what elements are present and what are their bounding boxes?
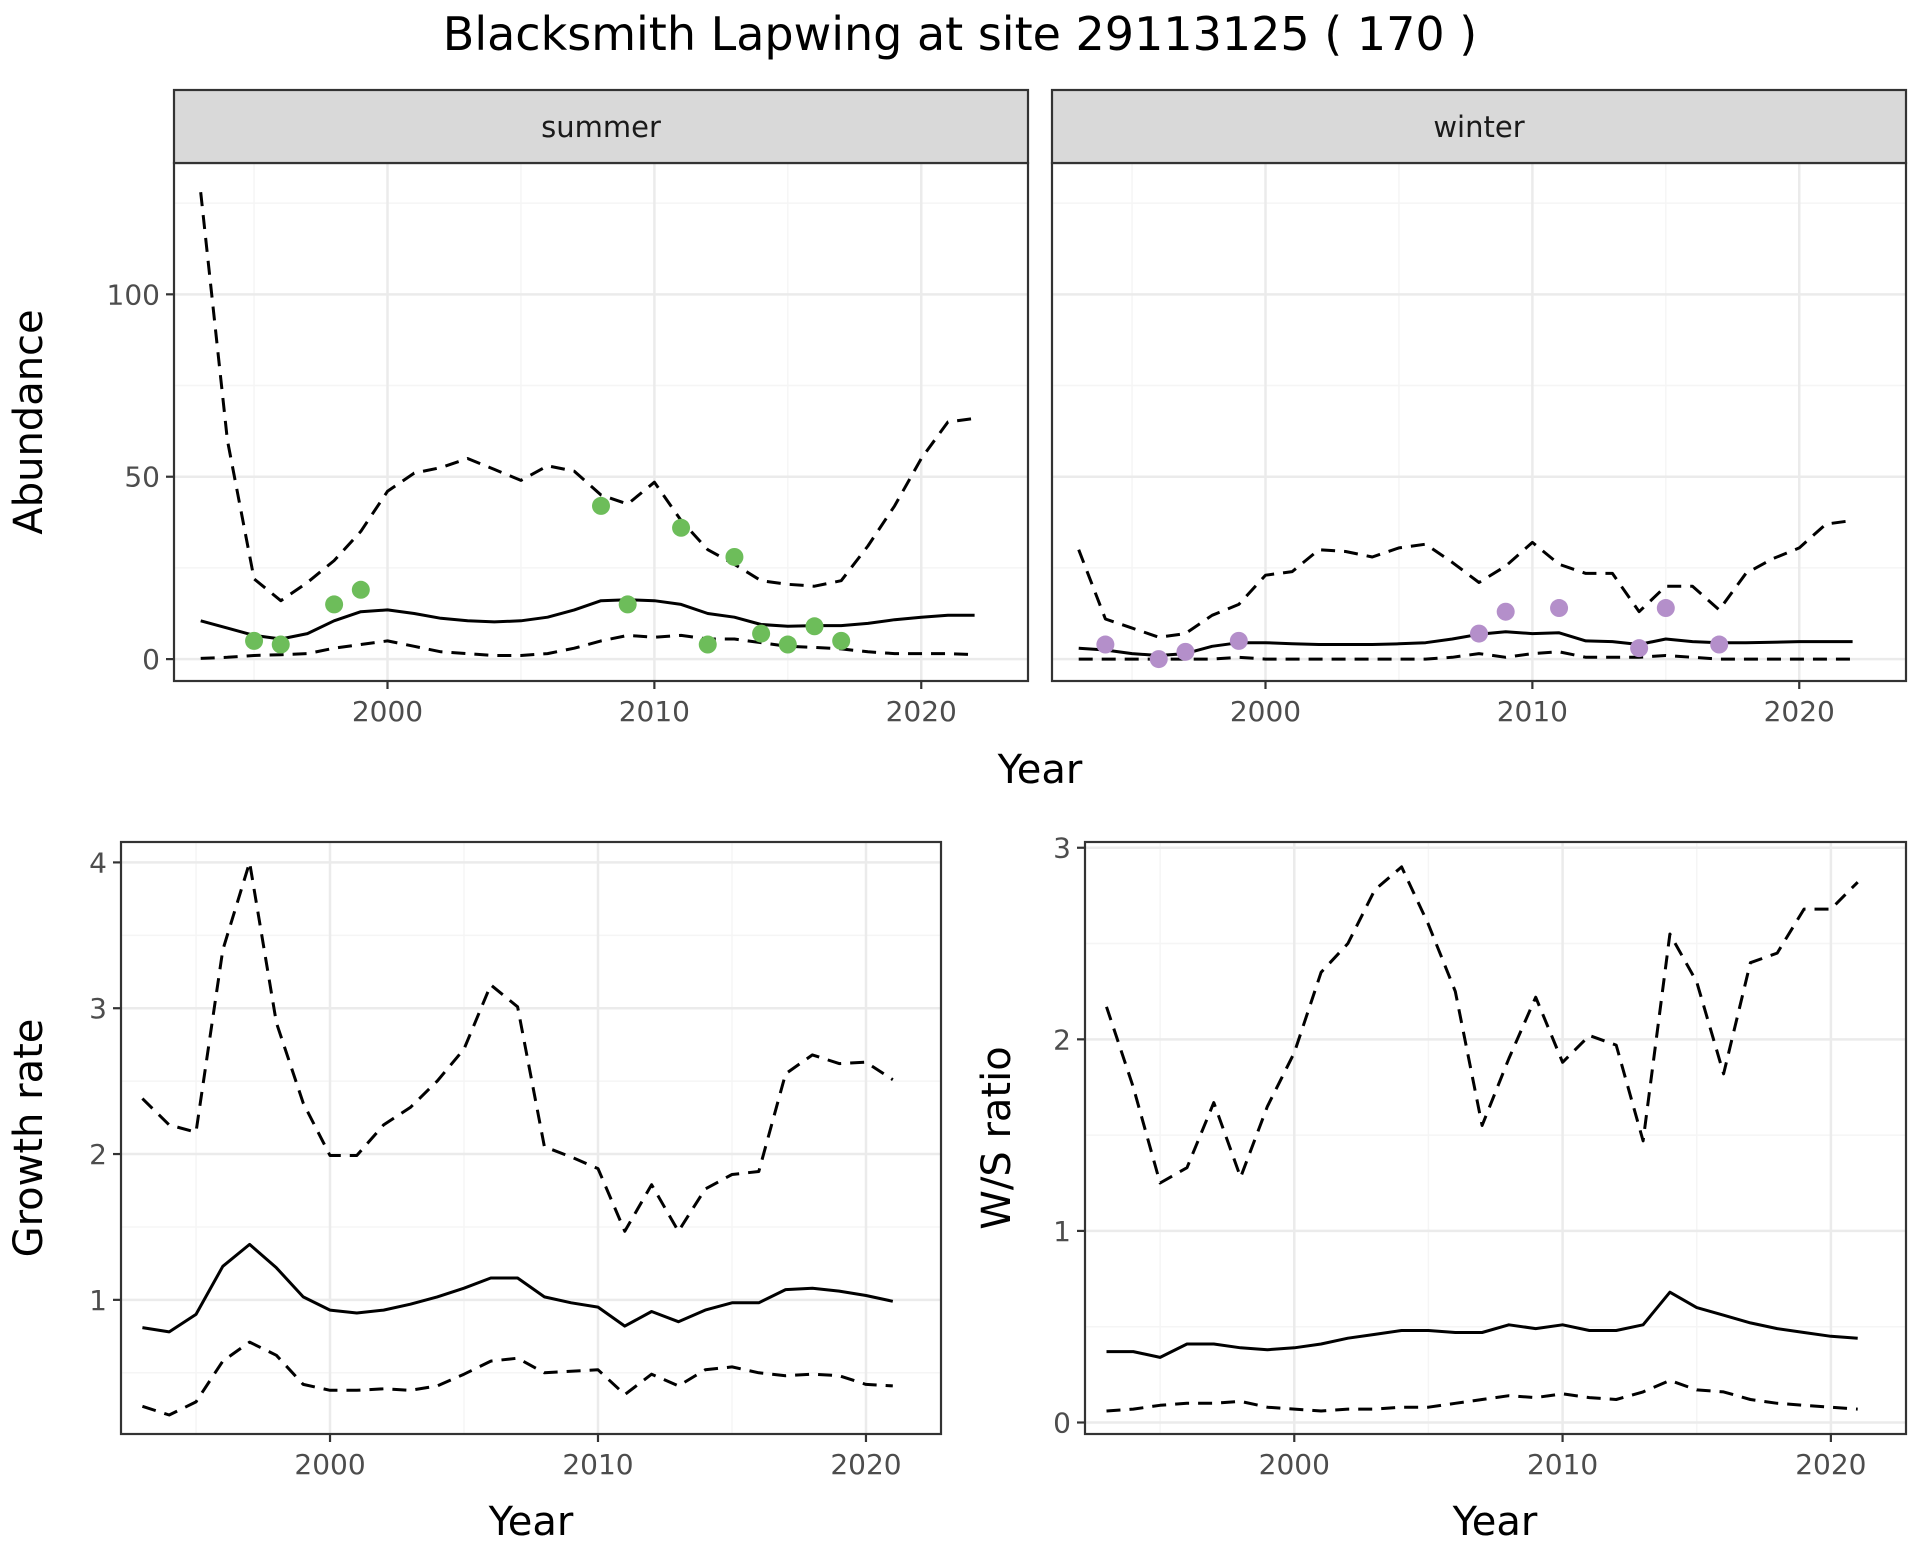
growth-y-tick-label: 1 bbox=[89, 1284, 107, 1317]
abundance-x-axis-title: Year bbox=[997, 747, 1083, 793]
abundance-winter-strip bbox=[1050, 88, 1908, 165]
abundance-summer-panel: summer 2000 2010 2020 0 50 100 bbox=[107, 88, 1030, 728]
abundance-winter-x-tick-label: 2000 bbox=[1230, 695, 1301, 728]
abundance-winter-x-tick-label: 2020 bbox=[1764, 695, 1835, 728]
figure-title: Blacksmith Lapwing at site 29113125 ( 17… bbox=[443, 7, 1477, 61]
abundance-winter-observed-point bbox=[1656, 599, 1675, 618]
ws-ratio-upper-bound-line bbox=[1105, 865, 1859, 1185]
abundance-summer-observed-point bbox=[592, 496, 610, 515]
abundance-summer-observed-point bbox=[752, 624, 771, 643]
abundance-summer-upper-bound-line bbox=[199, 192, 975, 603]
growth-y-tick-label: 4 bbox=[89, 846, 107, 879]
growth-panel: 2000 2010 2020 1 2 3 4 bbox=[89, 840, 943, 1481]
abundance-winter-x-tick-label: 2010 bbox=[1497, 695, 1568, 728]
abundance-summer-y-tick-label: 50 bbox=[124, 461, 160, 494]
growth-x-tick-label: 2020 bbox=[830, 1448, 901, 1481]
ws-ratio-panel-border bbox=[1083, 840, 1908, 1436]
abundance-summer-observed-point bbox=[672, 518, 691, 537]
abundance-winter-plot-background bbox=[1052, 163, 1906, 681]
abundance-summer-observed-point bbox=[325, 595, 344, 614]
abundance-summer-observed-point bbox=[271, 635, 290, 654]
abundance-summer-observed-point bbox=[725, 547, 744, 566]
abundance-summer-y-tick-label: 0 bbox=[142, 643, 160, 676]
abundance-summer-observed-point bbox=[832, 631, 851, 650]
abundance-summer-observed-point bbox=[805, 617, 824, 636]
growth-x-tick-label: 2010 bbox=[562, 1448, 633, 1481]
abundance-y-axis-title: Abundance bbox=[6, 309, 52, 534]
ws-ratio-lower-bound-line bbox=[1106, 1378, 1858, 1413]
abundance-summer-x-tick-label: 2010 bbox=[619, 695, 690, 728]
growth-panel-border bbox=[119, 840, 943, 1436]
growth-y-tick-label: 3 bbox=[89, 992, 107, 1025]
abundance-winter-strip-label: winter bbox=[1433, 110, 1524, 144]
abundance-summer-observed-point bbox=[245, 631, 264, 650]
ws-ratio-plot-background bbox=[1085, 842, 1906, 1434]
abundance-winter-panel: winter 2000 2010 2020 bbox=[1050, 88, 1908, 728]
abundance-summer-strip-label: summer bbox=[541, 110, 661, 144]
abundance-summer-x-tick-label: 2020 bbox=[886, 695, 957, 728]
abundance-winter-upper-bound-line bbox=[1077, 519, 1853, 639]
abundance-summer-y-tick-label: 100 bbox=[107, 278, 160, 311]
abundance-summer-observed-point bbox=[778, 635, 797, 654]
abundance-winter-observed-point bbox=[1496, 602, 1515, 621]
abundance-summer-x-tick-label: 2000 bbox=[352, 695, 423, 728]
growth-upper-bound-line bbox=[141, 860, 894, 1233]
growth-plot-background bbox=[121, 842, 941, 1434]
ws-ratio-mean-line bbox=[1106, 1290, 1858, 1359]
growth-mean-line bbox=[142, 1242, 894, 1334]
growth-y-axis-title: Growth rate bbox=[6, 1019, 52, 1258]
abundance-summer-strip bbox=[172, 88, 1030, 165]
growth-x-tick-label: 2000 bbox=[294, 1448, 365, 1481]
ws-ratio-y-tick-label: 1 bbox=[1053, 1215, 1071, 1248]
growth-y-tick-label: 2 bbox=[89, 1138, 107, 1171]
growth-x-axis-title: Year bbox=[488, 1499, 574, 1545]
ws-ratio-panel: 2000 2010 2020 0 1 2 3 bbox=[1053, 832, 1908, 1481]
abundance-winter-lower-bound-line bbox=[1078, 650, 1853, 661]
abundance-summer-observed-point bbox=[618, 595, 637, 614]
abundance-winter-observed-point bbox=[1470, 624, 1488, 643]
abundance-winter-observed-point bbox=[1096, 635, 1115, 654]
abundance-winter-observed-point bbox=[1550, 599, 1569, 618]
abundance-summer-observed-point bbox=[698, 635, 717, 654]
ws-ratio-x-axis-title: Year bbox=[1452, 1499, 1538, 1545]
ws-ratio-x-tick-label: 2010 bbox=[1527, 1448, 1598, 1481]
ws-ratio-y-tick-label: 3 bbox=[1053, 832, 1071, 865]
ws-ratio-x-tick-label: 2020 bbox=[1795, 1448, 1866, 1481]
ws-ratio-x-tick-label: 2000 bbox=[1259, 1448, 1330, 1481]
abundance-winter-observed-point bbox=[1176, 642, 1195, 661]
abundance-summer-observed-point bbox=[351, 580, 370, 599]
abundance-winter-observed-point bbox=[1149, 650, 1168, 669]
abundance-winter-observed-point bbox=[1710, 635, 1729, 654]
abundance-winter-observed-point bbox=[1229, 631, 1248, 650]
ws-ratio-y-tick-label: 2 bbox=[1053, 1023, 1071, 1056]
abundance-winter-observed-point bbox=[1630, 639, 1649, 658]
abundance-summer-lower-bound-line bbox=[200, 633, 975, 660]
ws-ratio-y-tick-label: 0 bbox=[1053, 1407, 1071, 1440]
ws-ratio-y-axis-title: W/S ratio bbox=[974, 1046, 1020, 1229]
abundance-summer-plot-background bbox=[174, 163, 1028, 681]
abundance-summer-mean-line bbox=[200, 598, 975, 641]
